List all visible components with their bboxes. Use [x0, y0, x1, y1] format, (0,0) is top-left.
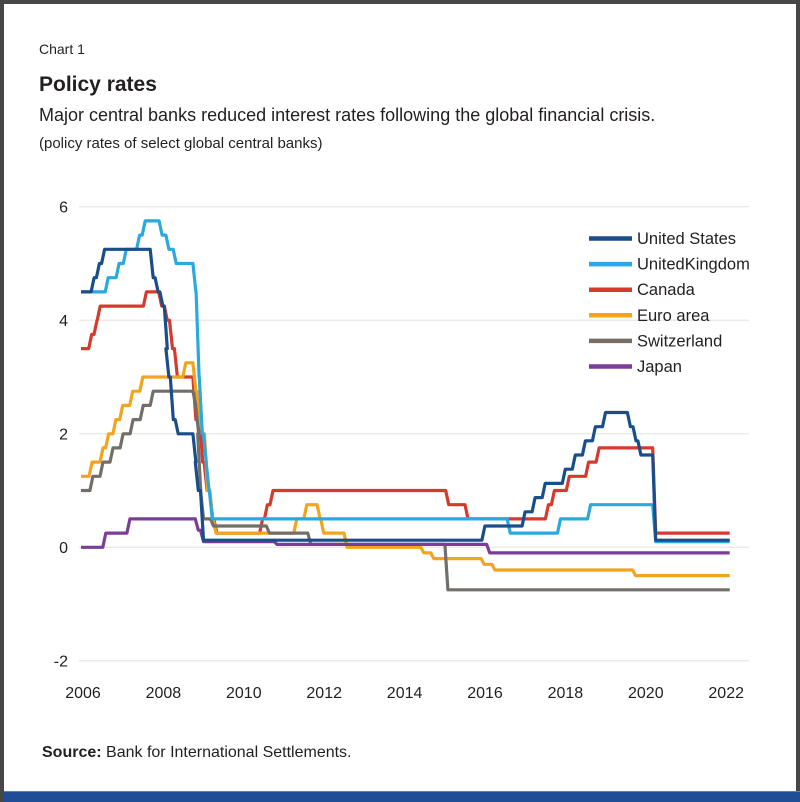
y-tick-label: 0	[59, 540, 68, 557]
legend-label-6: Japan	[637, 358, 682, 376]
x-tick-label: 2010	[226, 685, 262, 702]
y-tick-label: -2	[54, 653, 68, 670]
x-tick-label: 2020	[628, 685, 664, 702]
y-tick-label: 2	[59, 426, 68, 443]
x-tick-label: 2018	[548, 685, 584, 702]
series-line-unitedkingdom	[81, 219, 730, 544]
legend-label-3: Canada	[637, 281, 696, 299]
series-line-united-states	[81, 247, 730, 542]
policy-rates-line-chart: 6 4 2 0 -2 2006 2008 2010 2012 2014 2016 2018 2020 20…	[54, 199, 750, 702]
legend-label-5: Switzerland	[637, 332, 722, 350]
legend-label-1: United States	[637, 230, 736, 248]
bottom-accent-bar	[4, 791, 800, 802]
series-line-canada	[81, 290, 730, 535]
x-tick-label: 2014	[387, 685, 423, 702]
chart-units-note: (policy rates of select global central b…	[39, 135, 323, 152]
source-label: Source:	[42, 744, 102, 761]
x-tick-label: 2022	[708, 685, 744, 702]
series-line-japan	[81, 517, 730, 555]
x-tick-label: 2006	[65, 685, 101, 702]
page-title: Policy rates	[39, 73, 157, 96]
chart-subtitle: Major central banks reduced interest rat…	[39, 105, 656, 125]
source-text: Bank for International Settlements.	[106, 744, 352, 761]
y-tick-label: 4	[59, 313, 68, 330]
series-line-switzerland	[81, 389, 730, 592]
x-tick-label: 2012	[306, 685, 342, 702]
y-tick-label: 6	[59, 199, 68, 216]
legend-label-4: Euro area	[637, 307, 710, 325]
legend-label-2: UnitedKingdom	[637, 256, 750, 274]
x-tick-label: 2008	[146, 685, 182, 702]
x-tick-label: 2016	[467, 685, 503, 702]
chart-number: Chart 1	[39, 41, 85, 57]
source-line: Source: Bank for International Settlemen…	[42, 744, 352, 762]
